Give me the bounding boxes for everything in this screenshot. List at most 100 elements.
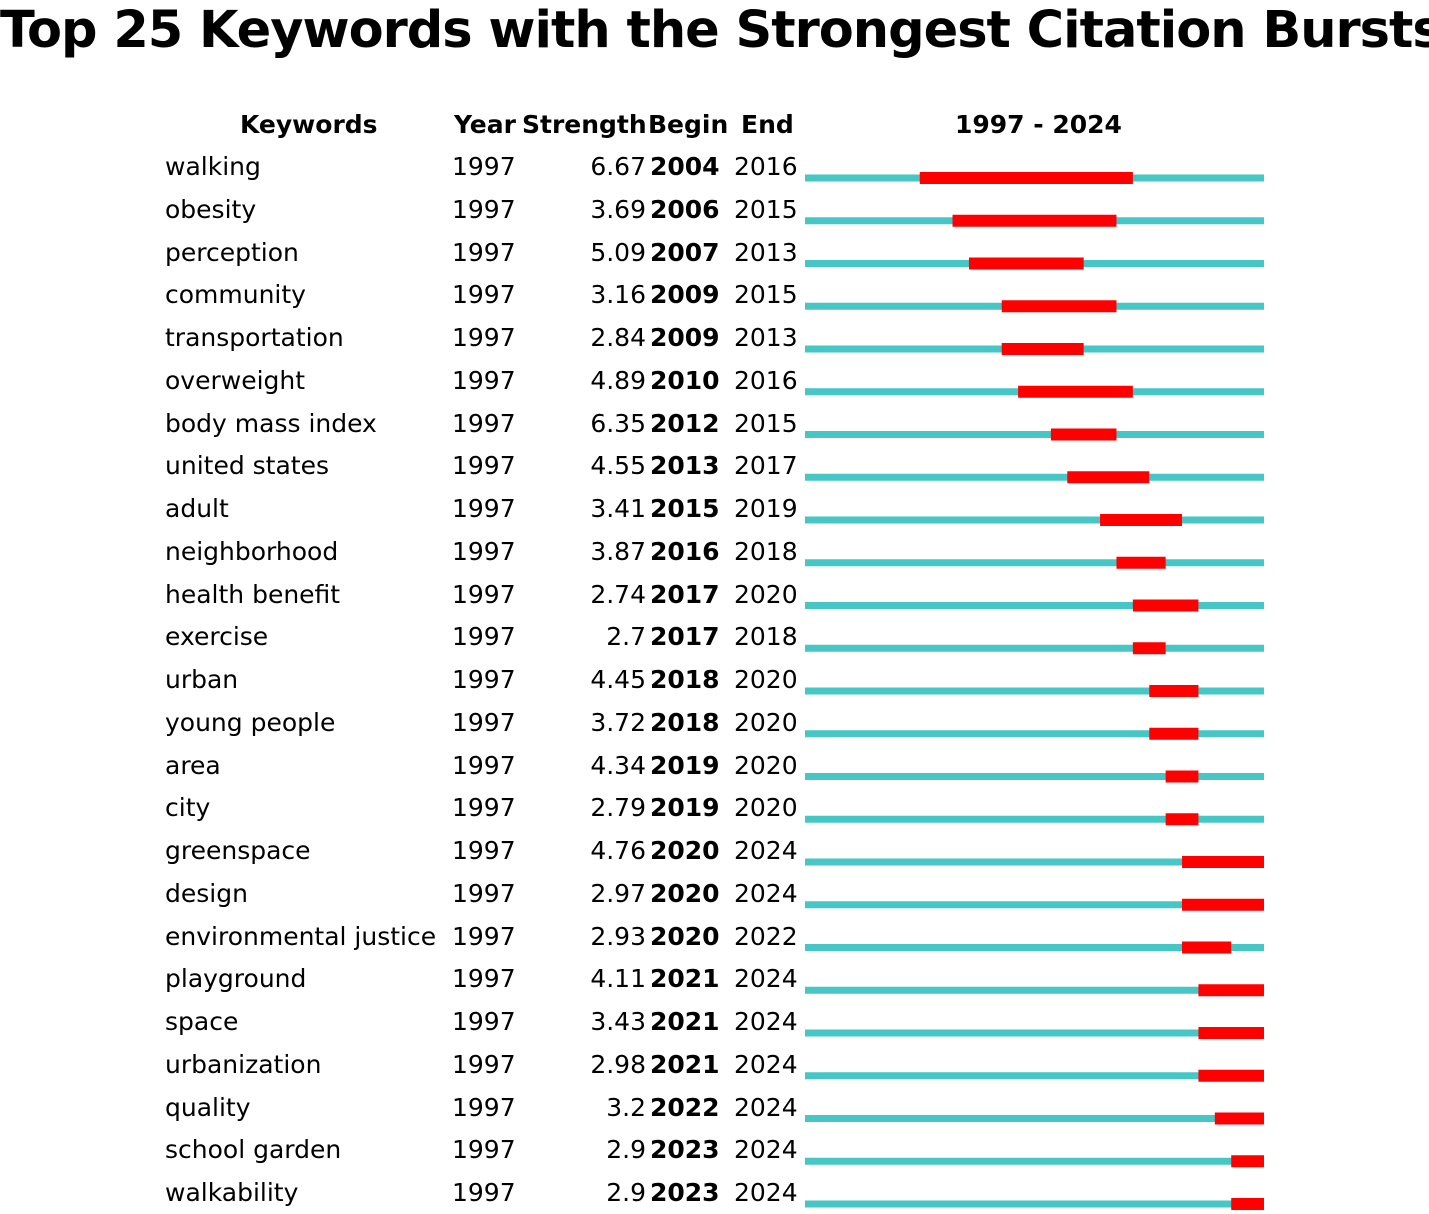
- strength-cell: 4.11: [590, 964, 646, 994]
- end-cell: 2024: [734, 836, 798, 865]
- strength-cell: 3.43: [590, 1007, 646, 1036]
- burst-bar: [1182, 856, 1264, 868]
- keyword-cell: adult: [165, 494, 229, 523]
- chart-title: Top 25 Keywords with the Strongest Citat…: [0, 1, 1429, 60]
- burst-bar: [1018, 385, 1133, 398]
- keyword-cell: greenspace: [165, 836, 311, 865]
- burst-bar: [1198, 1027, 1264, 1039]
- end-cell: 2016: [734, 152, 798, 181]
- keyword-cell: space: [165, 1007, 239, 1036]
- burst-bar: [1001, 343, 1084, 355]
- keyword-cell: perception: [165, 237, 299, 267]
- keyword-cell: united states: [165, 451, 329, 481]
- strength-cell: 2.79: [590, 793, 646, 823]
- begin-cell: 2004: [650, 152, 720, 181]
- burst-bar: [1231, 1155, 1264, 1168]
- keyword-cell: body mass index: [165, 408, 377, 438]
- keyword-cell: transportation: [165, 323, 344, 352]
- timeline-baseline: [805, 644, 1264, 652]
- strength-cell: 2.7: [606, 622, 646, 652]
- strength-cell: 3.16: [590, 280, 646, 310]
- begin-cell: 2017: [650, 579, 720, 609]
- end-cell: 2015: [734, 280, 798, 310]
- timeline-baseline: [805, 516, 1264, 524]
- year-cell: 1997: [452, 152, 516, 181]
- strength-cell: 4.76: [590, 836, 646, 865]
- year-cell: 1997: [452, 323, 516, 352]
- burst-bar: [1001, 300, 1117, 313]
- keyword-cell: walkability: [165, 1178, 299, 1207]
- timeline-baseline: [805, 944, 1264, 951]
- timeline-baseline: [805, 773, 1264, 780]
- keyword-cell: urbanization: [165, 1049, 322, 1079]
- timeline-baseline: [805, 901, 1264, 909]
- burst-bar: [1149, 685, 1199, 697]
- strength-cell: 3.69: [590, 194, 646, 224]
- timeline-baseline: [805, 602, 1264, 609]
- begin-cell: 2022: [650, 1092, 720, 1122]
- header-keywords: Keywords: [240, 110, 378, 139]
- keyword-cell: community: [165, 280, 306, 310]
- strength-cell: 4.45: [590, 665, 646, 694]
- header-year: Year: [454, 110, 516, 139]
- strength-cell: 2.84: [590, 323, 646, 352]
- end-cell: 2020: [734, 707, 798, 737]
- timeline-baseline: [805, 687, 1264, 695]
- begin-cell: 2007: [650, 237, 720, 267]
- burst-bar: [1198, 984, 1264, 997]
- keyword-cell: young people: [165, 707, 336, 737]
- keyword-cell: urban: [165, 665, 239, 694]
- begin-cell: 2021: [650, 964, 720, 994]
- year-cell: 1997: [452, 1178, 516, 1207]
- end-cell: 2022: [734, 921, 798, 951]
- strength-cell: 2.93: [590, 921, 646, 951]
- begin-cell: 2023: [650, 1135, 720, 1165]
- begin-cell: 2018: [650, 707, 720, 737]
- end-cell: 2020: [734, 579, 798, 609]
- burst-bar: [1231, 1198, 1264, 1210]
- burst-bar: [1100, 514, 1183, 526]
- timeline-baseline: [805, 858, 1264, 866]
- end-cell: 2013: [734, 237, 798, 267]
- burst-bar: [952, 214, 1117, 227]
- header-strength: Strength: [522, 110, 647, 139]
- burst-bar: [1050, 428, 1117, 441]
- year-cell: 1997: [452, 365, 516, 395]
- year-cell: 1997: [452, 836, 516, 865]
- year-cell: 1997: [452, 494, 516, 523]
- year-cell: 1997: [452, 280, 516, 310]
- timeline-baseline: [805, 473, 1264, 481]
- begin-cell: 2016: [650, 536, 720, 566]
- timeline-baseline: [805, 815, 1264, 823]
- strength-cell: 6.35: [590, 408, 646, 438]
- end-cell: 2024: [734, 964, 798, 994]
- strength-cell: 6.67: [590, 152, 646, 181]
- end-cell: 2016: [734, 365, 798, 395]
- strength-cell: 3.2: [606, 1092, 646, 1122]
- begin-cell: 2021: [650, 1007, 720, 1036]
- keyword-cell: school garden: [165, 1135, 342, 1165]
- timeline-baseline: [805, 730, 1264, 738]
- year-cell: 1997: [452, 622, 516, 652]
- timeline-baseline: [805, 986, 1264, 994]
- year-cell: 1997: [452, 408, 516, 438]
- header-end: End: [741, 110, 794, 139]
- end-cell: 2020: [734, 793, 798, 823]
- end-cell: 2018: [734, 622, 798, 652]
- burst-bar: [1067, 471, 1150, 484]
- year-cell: 1997: [452, 964, 516, 994]
- year-cell: 1997: [452, 451, 516, 481]
- year-cell: 1997: [452, 665, 516, 694]
- begin-cell: 2020: [650, 836, 720, 865]
- begin-cell: 2017: [650, 622, 720, 652]
- keyword-cell: neighborhood: [165, 536, 339, 566]
- strength-cell: 3.41: [590, 494, 646, 523]
- strength-cell: 5.09: [590, 237, 646, 267]
- header-range: 1997 - 2024: [955, 110, 1122, 139]
- end-cell: 2015: [734, 194, 798, 224]
- keyword-cell: area: [165, 750, 221, 780]
- strength-cell: 4.34: [590, 750, 646, 780]
- year-cell: 1997: [452, 579, 516, 609]
- begin-cell: 2019: [650, 793, 720, 823]
- strength-cell: 4.55: [590, 451, 646, 481]
